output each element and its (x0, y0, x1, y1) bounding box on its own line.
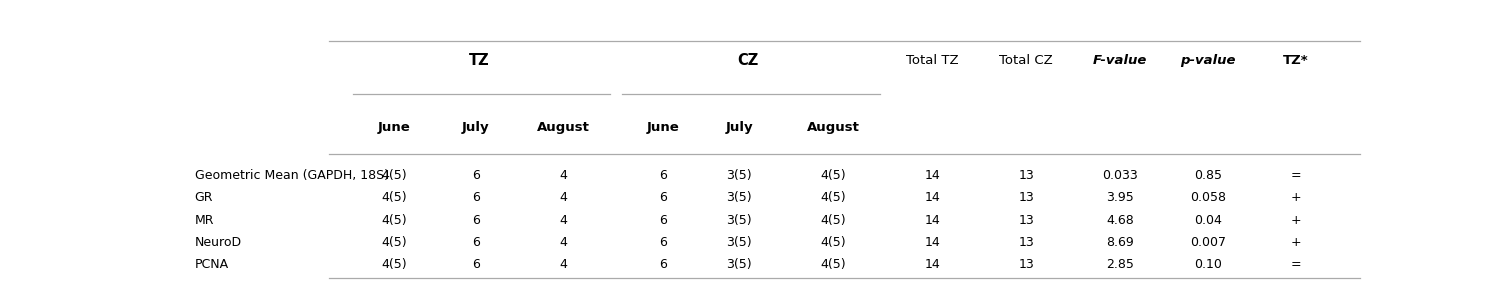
Text: 0.007: 0.007 (1189, 236, 1225, 249)
Text: 13: 13 (1018, 236, 1034, 249)
Text: GR: GR (195, 191, 213, 204)
Text: p-value: p-value (1180, 55, 1236, 67)
Text: PCNA: PCNA (195, 258, 228, 271)
Text: 14: 14 (925, 191, 940, 204)
Text: TZ: TZ (468, 53, 490, 69)
Text: NeuroD: NeuroD (195, 236, 242, 249)
Text: 13: 13 (1018, 214, 1034, 226)
Text: CZ: CZ (737, 53, 759, 69)
Text: F-value: F-value (1092, 55, 1147, 67)
Text: 4: 4 (559, 214, 568, 226)
Text: TZ*: TZ* (1283, 55, 1309, 67)
Text: 4: 4 (559, 169, 568, 182)
Text: 4(5): 4(5) (381, 191, 406, 204)
Text: 2.85: 2.85 (1106, 258, 1133, 271)
Text: 4: 4 (559, 258, 568, 271)
Text: =: = (1290, 169, 1301, 182)
Text: +: + (1290, 236, 1301, 249)
Text: 4.68: 4.68 (1106, 214, 1133, 226)
Text: 4(5): 4(5) (820, 169, 846, 182)
Text: 6: 6 (659, 258, 666, 271)
Text: 3(5): 3(5) (727, 214, 752, 226)
Text: 3(5): 3(5) (727, 191, 752, 204)
Text: 14: 14 (925, 258, 940, 271)
Text: 6: 6 (471, 169, 479, 182)
Text: 3(5): 3(5) (727, 169, 752, 182)
Text: 4(5): 4(5) (381, 169, 406, 182)
Text: 6: 6 (471, 214, 479, 226)
Text: 14: 14 (925, 236, 940, 249)
Text: August: August (807, 121, 860, 134)
Text: 0.04: 0.04 (1194, 214, 1221, 226)
Text: June: June (647, 121, 680, 134)
Text: 0.058: 0.058 (1189, 191, 1225, 204)
Text: 0.85: 0.85 (1194, 169, 1222, 182)
Text: +: + (1290, 191, 1301, 204)
Text: 4(5): 4(5) (381, 236, 406, 249)
Text: 13: 13 (1018, 258, 1034, 271)
Text: 14: 14 (925, 214, 940, 226)
Text: 6: 6 (471, 191, 479, 204)
Text: 6: 6 (659, 236, 666, 249)
Text: Total CZ: Total CZ (999, 55, 1053, 67)
Text: 13: 13 (1018, 191, 1034, 204)
Text: 4(5): 4(5) (381, 214, 406, 226)
Text: 4: 4 (559, 236, 568, 249)
Text: June: June (378, 121, 409, 134)
Text: Geometric Mean (GAPDH, 18S): Geometric Mean (GAPDH, 18S) (195, 169, 388, 182)
Text: 4(5): 4(5) (820, 214, 846, 226)
Text: 3.95: 3.95 (1106, 191, 1133, 204)
Text: 0.033: 0.033 (1102, 169, 1138, 182)
Text: 4(5): 4(5) (820, 258, 846, 271)
Text: 6: 6 (659, 214, 666, 226)
Text: 6: 6 (471, 236, 479, 249)
Text: MR: MR (195, 214, 215, 226)
Text: Total TZ: Total TZ (907, 55, 959, 67)
Text: July: July (725, 121, 752, 134)
Text: 14: 14 (925, 169, 940, 182)
Text: 4(5): 4(5) (820, 236, 846, 249)
Text: 8.69: 8.69 (1106, 236, 1133, 249)
Text: 0.10: 0.10 (1194, 258, 1221, 271)
Text: =: = (1290, 258, 1301, 271)
Text: +: + (1290, 214, 1301, 226)
Text: 3(5): 3(5) (727, 236, 752, 249)
Text: 4(5): 4(5) (820, 191, 846, 204)
Text: 3(5): 3(5) (727, 258, 752, 271)
Text: 6: 6 (471, 258, 479, 271)
Text: August: August (538, 121, 589, 134)
Text: 6: 6 (659, 191, 666, 204)
Text: 13: 13 (1018, 169, 1034, 182)
Text: 4(5): 4(5) (381, 258, 406, 271)
Text: 4: 4 (559, 191, 568, 204)
Text: 6: 6 (659, 169, 666, 182)
Text: July: July (462, 121, 490, 134)
